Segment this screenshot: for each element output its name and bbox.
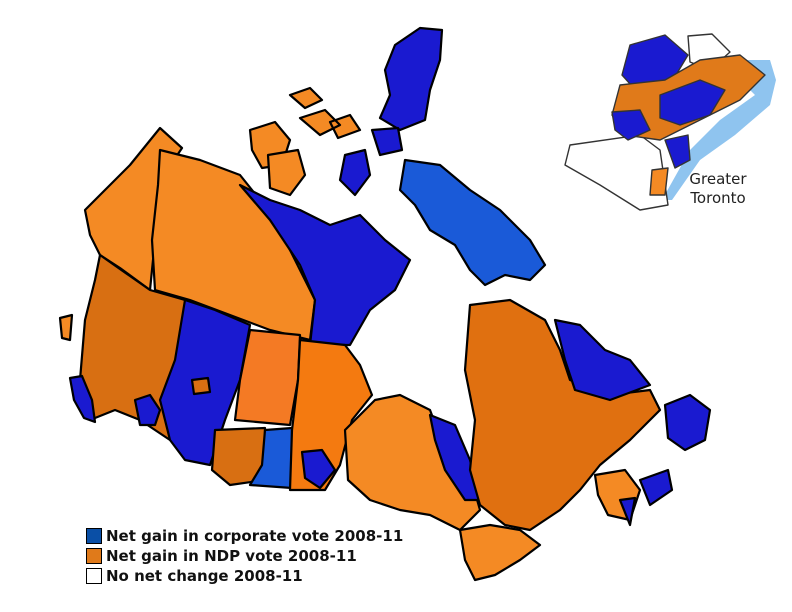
region-saskatchewan-north [233,328,302,427]
region-saskatchewan-south [210,426,267,487]
region-bc-interior [133,393,162,427]
inset-blue-core [659,79,726,126]
region-haida-gwaii [58,313,74,342]
region-queen-elizabeth-islands [288,86,362,140]
legend-label-ndp: Net gain in NDP vote 2008-11 [106,547,357,565]
inset-label-line2: Toronto [690,189,746,207]
legend-swatch-corporate [86,528,102,544]
legend-item-ndp: Net gain in NDP vote 2008-11 [86,546,403,566]
region-victoria-island [266,148,307,197]
region-ontario-blue [428,413,482,502]
region-ellesmere [378,26,444,132]
region-ontario-north [343,393,482,532]
region-alberta-orange [190,376,212,396]
region-southern-ontario [458,523,542,582]
inset-water-shadow [662,60,776,200]
region-quebec [463,298,662,532]
region-saskatchewan-blue [248,426,294,490]
region-manitoba-blue [300,448,337,490]
inset-label: Greater Toronto [676,170,760,208]
legend: Net gain in corporate vote 2008-11 Net g… [86,526,403,586]
region-nunavut [238,183,412,347]
legend-swatch-no-change [86,568,102,584]
inset-blue-south [664,134,691,169]
legend-item-corporate: Net gain in corporate vote 2008-11 [86,526,403,546]
legend-label-no-change: No net change 2008-11 [106,567,303,585]
inset-blue-west [611,109,651,141]
region-baffin-island [398,158,547,287]
legend-item-no-change: No net change 2008-11 [86,566,403,586]
region-newfoundland [663,393,712,452]
inset-label-line1: Greater [689,170,747,188]
region-vancouver-island [68,374,97,424]
inset-orange-south [649,167,669,196]
region-arctic-blue-1 [338,126,404,197]
region-labrador [553,318,652,402]
legend-swatch-ndp [86,548,102,564]
region-maritimes-blue [618,468,674,527]
legend-label-corporate: Net gain in corporate vote 2008-11 [106,527,404,545]
